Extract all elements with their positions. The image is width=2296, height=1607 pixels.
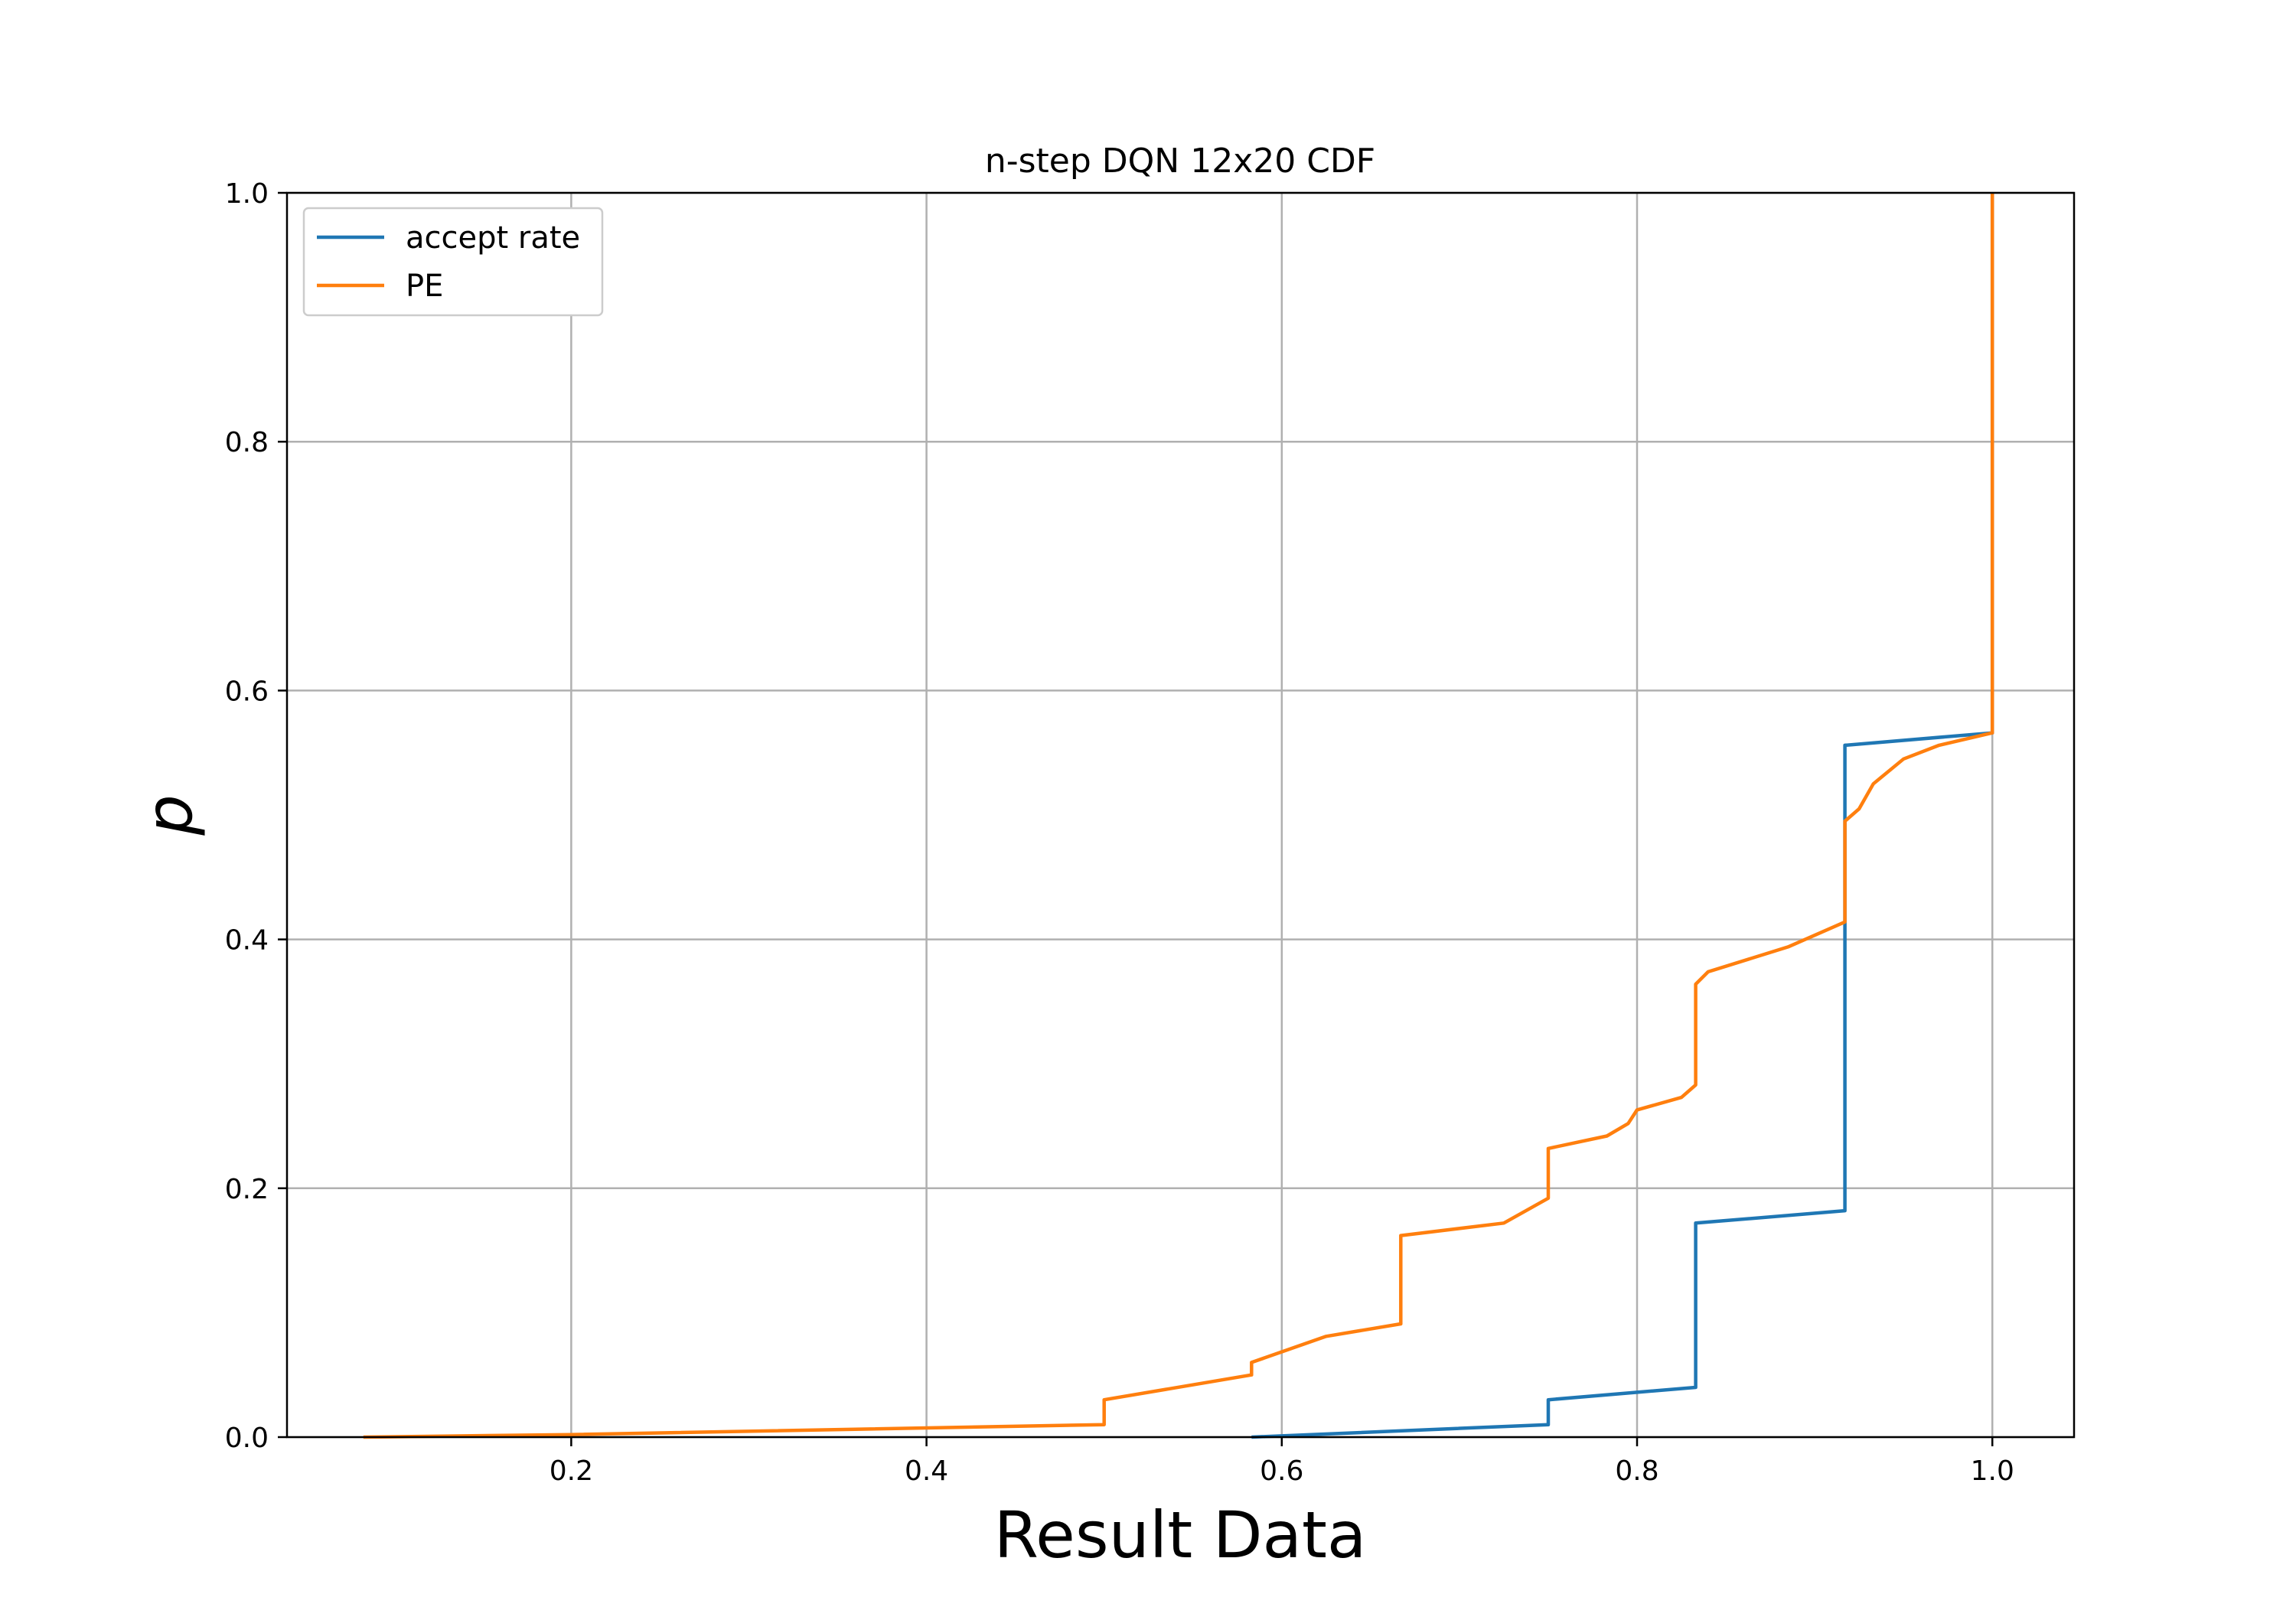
plot-frame: [285, 191, 2076, 1439]
x-axis-title: Result Data: [994, 1498, 1367, 1573]
y-tick-label: 0.2: [225, 1174, 269, 1205]
legend-label-pe: PE: [406, 269, 443, 304]
y-tick-label: 0.8: [225, 427, 269, 458]
x-tick-label: 0.6: [1260, 1455, 1303, 1487]
y-tick-label: 0.0: [225, 1423, 269, 1454]
y-tick-label: 0.4: [225, 925, 269, 957]
y-tick-label: 1.0: [225, 178, 269, 210]
legend-frame: [302, 207, 604, 317]
series-line-accept-rate: [1251, 193, 1994, 1439]
x-tick-label: 1.0: [1971, 1455, 2014, 1487]
legend-label-accept-rate: accept rate: [406, 220, 580, 256]
tick-layer: 0.2 0.4 0.6 0.8 1.0 0.0 0.2 0.4 0.6 0.8 1.0: [225, 178, 2014, 1487]
y-tick-label: 0.6: [225, 676, 269, 707]
series-line-pe: [363, 193, 1994, 1439]
grid-layer: [287, 191, 2074, 1439]
x-tick-label: 0.2: [550, 1455, 593, 1487]
series-layer: [363, 193, 1994, 1439]
legend: accept rate PE: [302, 207, 604, 317]
chart-title: n-step DQN 12x20 CDF: [985, 142, 1375, 181]
y-axis-title: p: [132, 794, 207, 836]
x-tick-label: 0.8: [1615, 1455, 1658, 1487]
x-tick-label: 0.4: [905, 1455, 948, 1487]
